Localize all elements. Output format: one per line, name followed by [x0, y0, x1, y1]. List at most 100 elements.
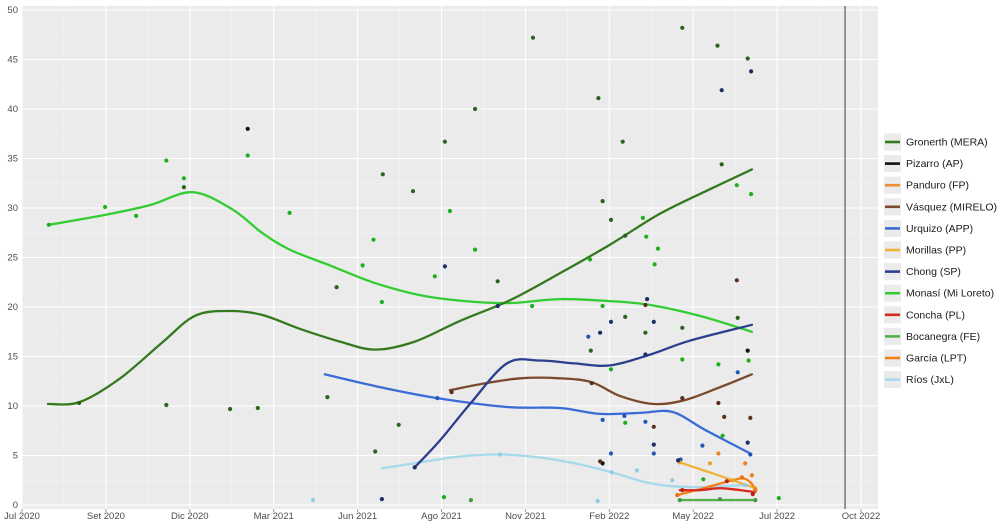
data-point-gronerth — [600, 199, 605, 204]
data-point-monasi — [473, 247, 478, 252]
data-point-urquizo — [586, 334, 591, 339]
data-point-monasi — [734, 183, 739, 188]
data-point-monasi — [608, 367, 614, 372]
data-point-chong — [643, 352, 648, 357]
data-point-gronerth — [473, 106, 478, 112]
data-point-vasquez — [722, 414, 727, 419]
legend-item-panduro: Panduro (FP) — [884, 176, 969, 194]
legend-item-morillas: Morillas (PP) — [884, 241, 966, 259]
data-point-morillas — [707, 461, 713, 466]
data-point-monasi — [776, 496, 781, 501]
data-point-monasi — [587, 257, 593, 262]
x-axis-tick-label: Ago 2021 — [421, 511, 462, 522]
data-point-chong — [719, 88, 724, 93]
data-point-monasi — [103, 204, 108, 210]
y-axis-tick-label: 20 — [7, 302, 18, 313]
data-point-monasi — [749, 192, 754, 197]
data-point-gronerth — [325, 395, 330, 400]
data-point-monasi — [640, 215, 646, 220]
data-point-monasi — [245, 153, 250, 158]
legend-label-monasi: Monasí (Mi Loreto) — [906, 288, 994, 300]
data-point-gronerth — [715, 43, 720, 48]
data-point-monasi — [371, 237, 376, 242]
data-point-bocanegra — [468, 498, 473, 503]
data-point-gronerth — [228, 406, 233, 412]
trend-line-gronerth — [46, 168, 754, 406]
legend-label-panduro: Panduro (FP) — [906, 180, 969, 192]
legend-label-bocanegra: Bocanegra (FE) — [906, 331, 980, 343]
data-point-vasquez — [680, 396, 685, 401]
data-point-monasi — [644, 234, 649, 239]
legend-label-garcia: García (LPT) — [906, 353, 967, 365]
y-axis-tick-label: 35 — [7, 154, 18, 165]
data-point-rios — [634, 468, 640, 473]
y-axis-tick-label: 45 — [7, 55, 18, 66]
data-point-vasquez — [651, 424, 656, 429]
legend-item-gronerth: Gronerth (MERA) — [884, 133, 988, 151]
x-axis-tick-label: Oct 2022 — [842, 511, 881, 522]
x-axis-tick-label: Jul 2022 — [759, 511, 795, 522]
x-axis-tick-label: Jul 2020 — [4, 511, 40, 522]
trend-line-urquizo — [323, 373, 752, 455]
data-point-monasi — [46, 222, 51, 227]
data-point-concha — [750, 492, 755, 497]
data-point-monasi — [360, 263, 365, 268]
data-point-monasi — [164, 158, 169, 163]
data-point-monasi — [530, 303, 535, 309]
legend-item-pizarro: Pizarro (AP) — [884, 155, 963, 173]
data-point-gronerth — [396, 422, 401, 427]
data-point-monasi — [652, 262, 657, 267]
data-point-gronerth — [596, 96, 601, 101]
data-point-chong — [676, 458, 681, 463]
data-point-gronerth — [255, 405, 260, 411]
y-axis-tick-label: 30 — [7, 203, 18, 214]
legend-label-gronerth: Gronerth (MERA) — [906, 137, 988, 149]
data-point-chong — [442, 264, 447, 269]
data-point-vasquez — [589, 381, 594, 386]
trend-line-concha — [678, 487, 757, 494]
data-point-rios — [498, 452, 503, 457]
data-point-garcia — [675, 493, 680, 498]
data-point-gronerth — [745, 56, 750, 61]
x-axis-tick-label: Jun 2021 — [338, 511, 377, 522]
data-point-chong — [495, 303, 500, 309]
x-axis-tick-label: May 2022 — [672, 511, 714, 522]
data-point-gronerth — [181, 185, 186, 190]
data-point-vasquez — [748, 415, 753, 420]
data-point-morillas — [731, 478, 736, 483]
data-point-gronerth — [680, 325, 685, 330]
data-point-monasi — [181, 176, 186, 181]
data-point-chong — [745, 440, 750, 445]
legend-item-monasi: Monasí (Mi Loreto) — [884, 284, 994, 302]
data-point-monasi — [134, 213, 139, 218]
data-point-monasi — [379, 299, 384, 305]
data-point-monasi — [701, 477, 706, 482]
y-axis-tick-label: 50 — [7, 5, 18, 16]
data-point-gronerth — [410, 189, 416, 194]
data-point-gronerth — [680, 25, 685, 30]
trend-line-chong — [413, 323, 754, 469]
legend-label-morillas: Morillas (PP) — [906, 245, 966, 257]
data-point-pizarro — [245, 126, 250, 131]
data-point-rios — [743, 483, 748, 488]
data-point-chong — [598, 330, 603, 335]
data-point-gronerth — [530, 35, 536, 40]
data-point-monasi — [447, 208, 452, 214]
data-point-gronerth — [643, 330, 648, 335]
legend-item-concha: Concha (PL) — [884, 306, 965, 324]
x-axis-tick-label: Feb 2022 — [589, 511, 629, 522]
data-point-gronerth — [380, 172, 385, 177]
data-point-gronerth — [77, 400, 82, 406]
data-point-gronerth — [620, 139, 625, 144]
data-point-concha — [680, 488, 685, 493]
data-point-monasi — [716, 362, 721, 367]
y-axis-tick-label: 10 — [7, 401, 18, 412]
data-point-vasquez — [734, 278, 739, 283]
data-point-garcia — [739, 475, 745, 480]
legend-item-vasquez: Vásquez (MIRELO) — [884, 198, 997, 216]
data-point-gronerth — [164, 402, 169, 408]
trend-line-monasi — [47, 191, 754, 333]
data-point-monasi — [441, 495, 447, 500]
y-axis-tick-label: 5 — [13, 451, 18, 462]
